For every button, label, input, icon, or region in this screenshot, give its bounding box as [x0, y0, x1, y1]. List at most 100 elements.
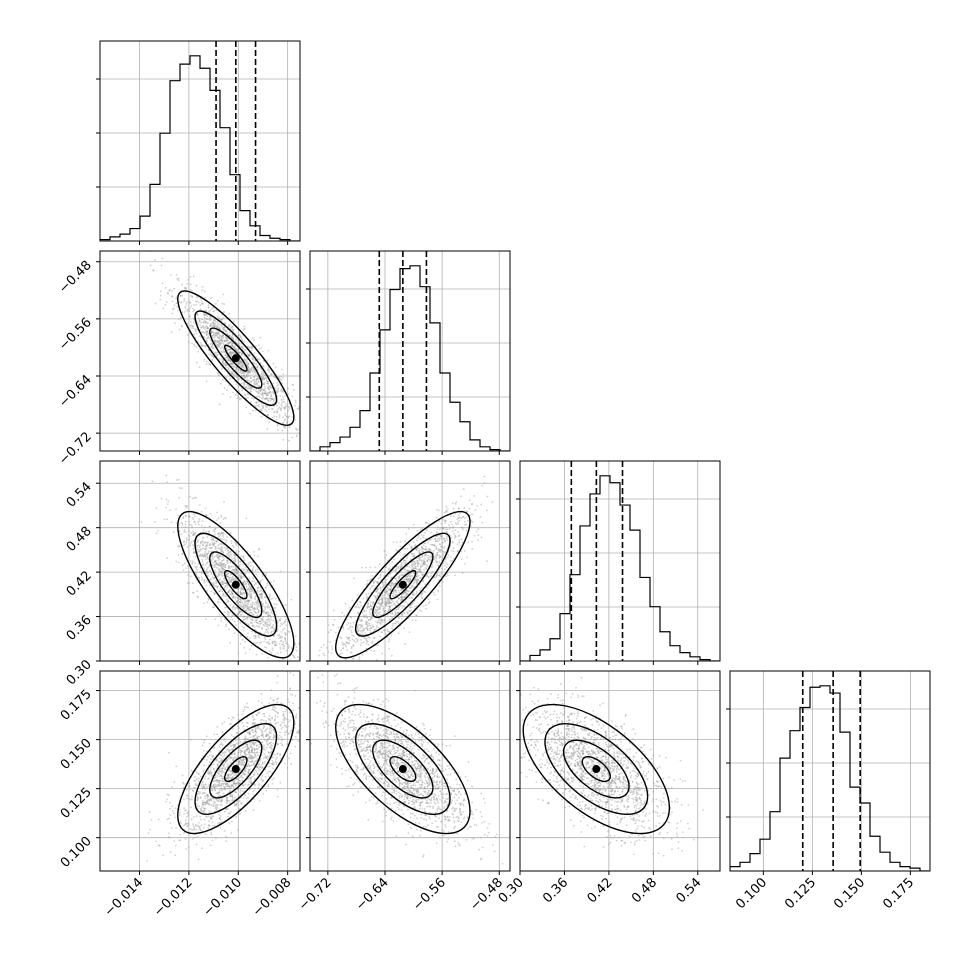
scatter-point: [221, 580, 224, 583]
scatter-point: [246, 379, 249, 382]
scatter-point: [217, 341, 220, 344]
scatter-point: [226, 553, 229, 556]
scatter-point: [209, 309, 212, 312]
scatter-point: [239, 371, 241, 374]
scatter-point: [234, 559, 237, 561]
scatter-point: [422, 562, 425, 565]
scatter-point: [216, 336, 219, 338]
scatter-point: [363, 610, 366, 613]
scatter-point: [410, 561, 413, 564]
scatter-point: [250, 597, 253, 599]
scatter-point: [416, 568, 419, 571]
scatter-point: [255, 378, 258, 381]
scatter-point: [423, 548, 426, 551]
scatter-point: [382, 609, 385, 612]
scatter-point: [397, 566, 400, 568]
scatter-point: [424, 562, 427, 564]
scatter-point: [218, 335, 221, 338]
scatter-point: [227, 342, 230, 344]
scatter-point: [434, 545, 437, 547]
scatter-point: [267, 615, 269, 618]
scatter-point: [262, 372, 265, 375]
scatter-point: [226, 337, 228, 340]
scatter-point: [433, 549, 435, 552]
scatter-point: [205, 360, 208, 363]
scatter-point: [284, 638, 287, 641]
scatter-point: [235, 550, 238, 552]
scatter-point: [232, 373, 235, 376]
scatter-point: [392, 593, 395, 595]
scatter-point: [382, 629, 385, 631]
scatter-point: [270, 581, 273, 584]
scatter-point: [427, 576, 430, 579]
scatter-point: [254, 383, 257, 386]
scatter-point: [240, 577, 243, 580]
scatter-point: [246, 345, 249, 348]
scatter-point: [206, 331, 209, 333]
scatter-point: [242, 576, 245, 579]
scatter-point: [420, 533, 423, 536]
scatter-point: [223, 328, 226, 331]
scatter-point: [477, 539, 479, 542]
scatter-point: [191, 342, 193, 345]
scatter-point: [339, 636, 342, 639]
scatter-point: [415, 579, 418, 582]
scatter-point: [269, 614, 271, 617]
scatter-point: [217, 544, 220, 547]
scatter-point: [477, 534, 480, 537]
scatter-point: [412, 594, 414, 596]
scatter-point: [215, 579, 217, 582]
scatter-point: [362, 629, 365, 632]
scatter-point: [409, 604, 412, 607]
scatter-point: [175, 560, 178, 563]
scatter-point: [383, 619, 386, 621]
scatter-point: [423, 554, 426, 557]
scatter-point: [446, 535, 448, 538]
scatter-point: [395, 566, 398, 568]
scatter-point: [361, 566, 363, 569]
scatter-point: [236, 598, 239, 601]
scatter-point: [389, 602, 392, 605]
scatter-point: [231, 614, 234, 617]
scatter-point: [441, 527, 444, 529]
scatter-point: [242, 371, 245, 374]
scatter-point: [292, 389, 295, 391]
scatter-point: [201, 331, 204, 334]
scatter-point: [233, 554, 236, 557]
scatter-point: [377, 577, 380, 580]
scatter-point: [253, 607, 256, 610]
scatter-point: [428, 558, 431, 561]
scatter-point: [348, 606, 351, 609]
scatter-point: [260, 587, 262, 590]
scatter-point: [277, 634, 280, 637]
scatter-point: [229, 551, 232, 554]
scatter-point: [342, 626, 344, 628]
scatter-point: [384, 590, 387, 593]
scatter-point: [230, 335, 233, 338]
scatter-point: [259, 366, 262, 369]
scatter-point: [261, 593, 263, 595]
panel-2-0: [96, 460, 301, 665]
scatter-point: [255, 621, 258, 624]
scatter-point: [246, 550, 249, 553]
scatter-point: [266, 743, 269, 746]
scatter-point: [395, 591, 398, 594]
scatter-point: [354, 606, 357, 609]
scatter-point: [236, 371, 239, 373]
scatter-point: [223, 311, 226, 313]
scatter-point: [227, 357, 230, 360]
scatter-point: [240, 604, 242, 607]
scatter-point: [406, 603, 409, 606]
scatter-point: [381, 599, 384, 602]
scatter-point: [207, 348, 210, 351]
scatter-point: [232, 605, 235, 607]
scatter-point: [419, 567, 422, 570]
scatter-point: [245, 374, 248, 377]
scatter-point: [246, 363, 249, 365]
scatter-point: [401, 596, 404, 599]
scatter-point: [237, 652, 240, 655]
scatter-point: [224, 322, 227, 325]
scatter-point: [220, 323, 223, 326]
scatter-point: [232, 614, 235, 616]
scatter-point: [414, 605, 416, 608]
